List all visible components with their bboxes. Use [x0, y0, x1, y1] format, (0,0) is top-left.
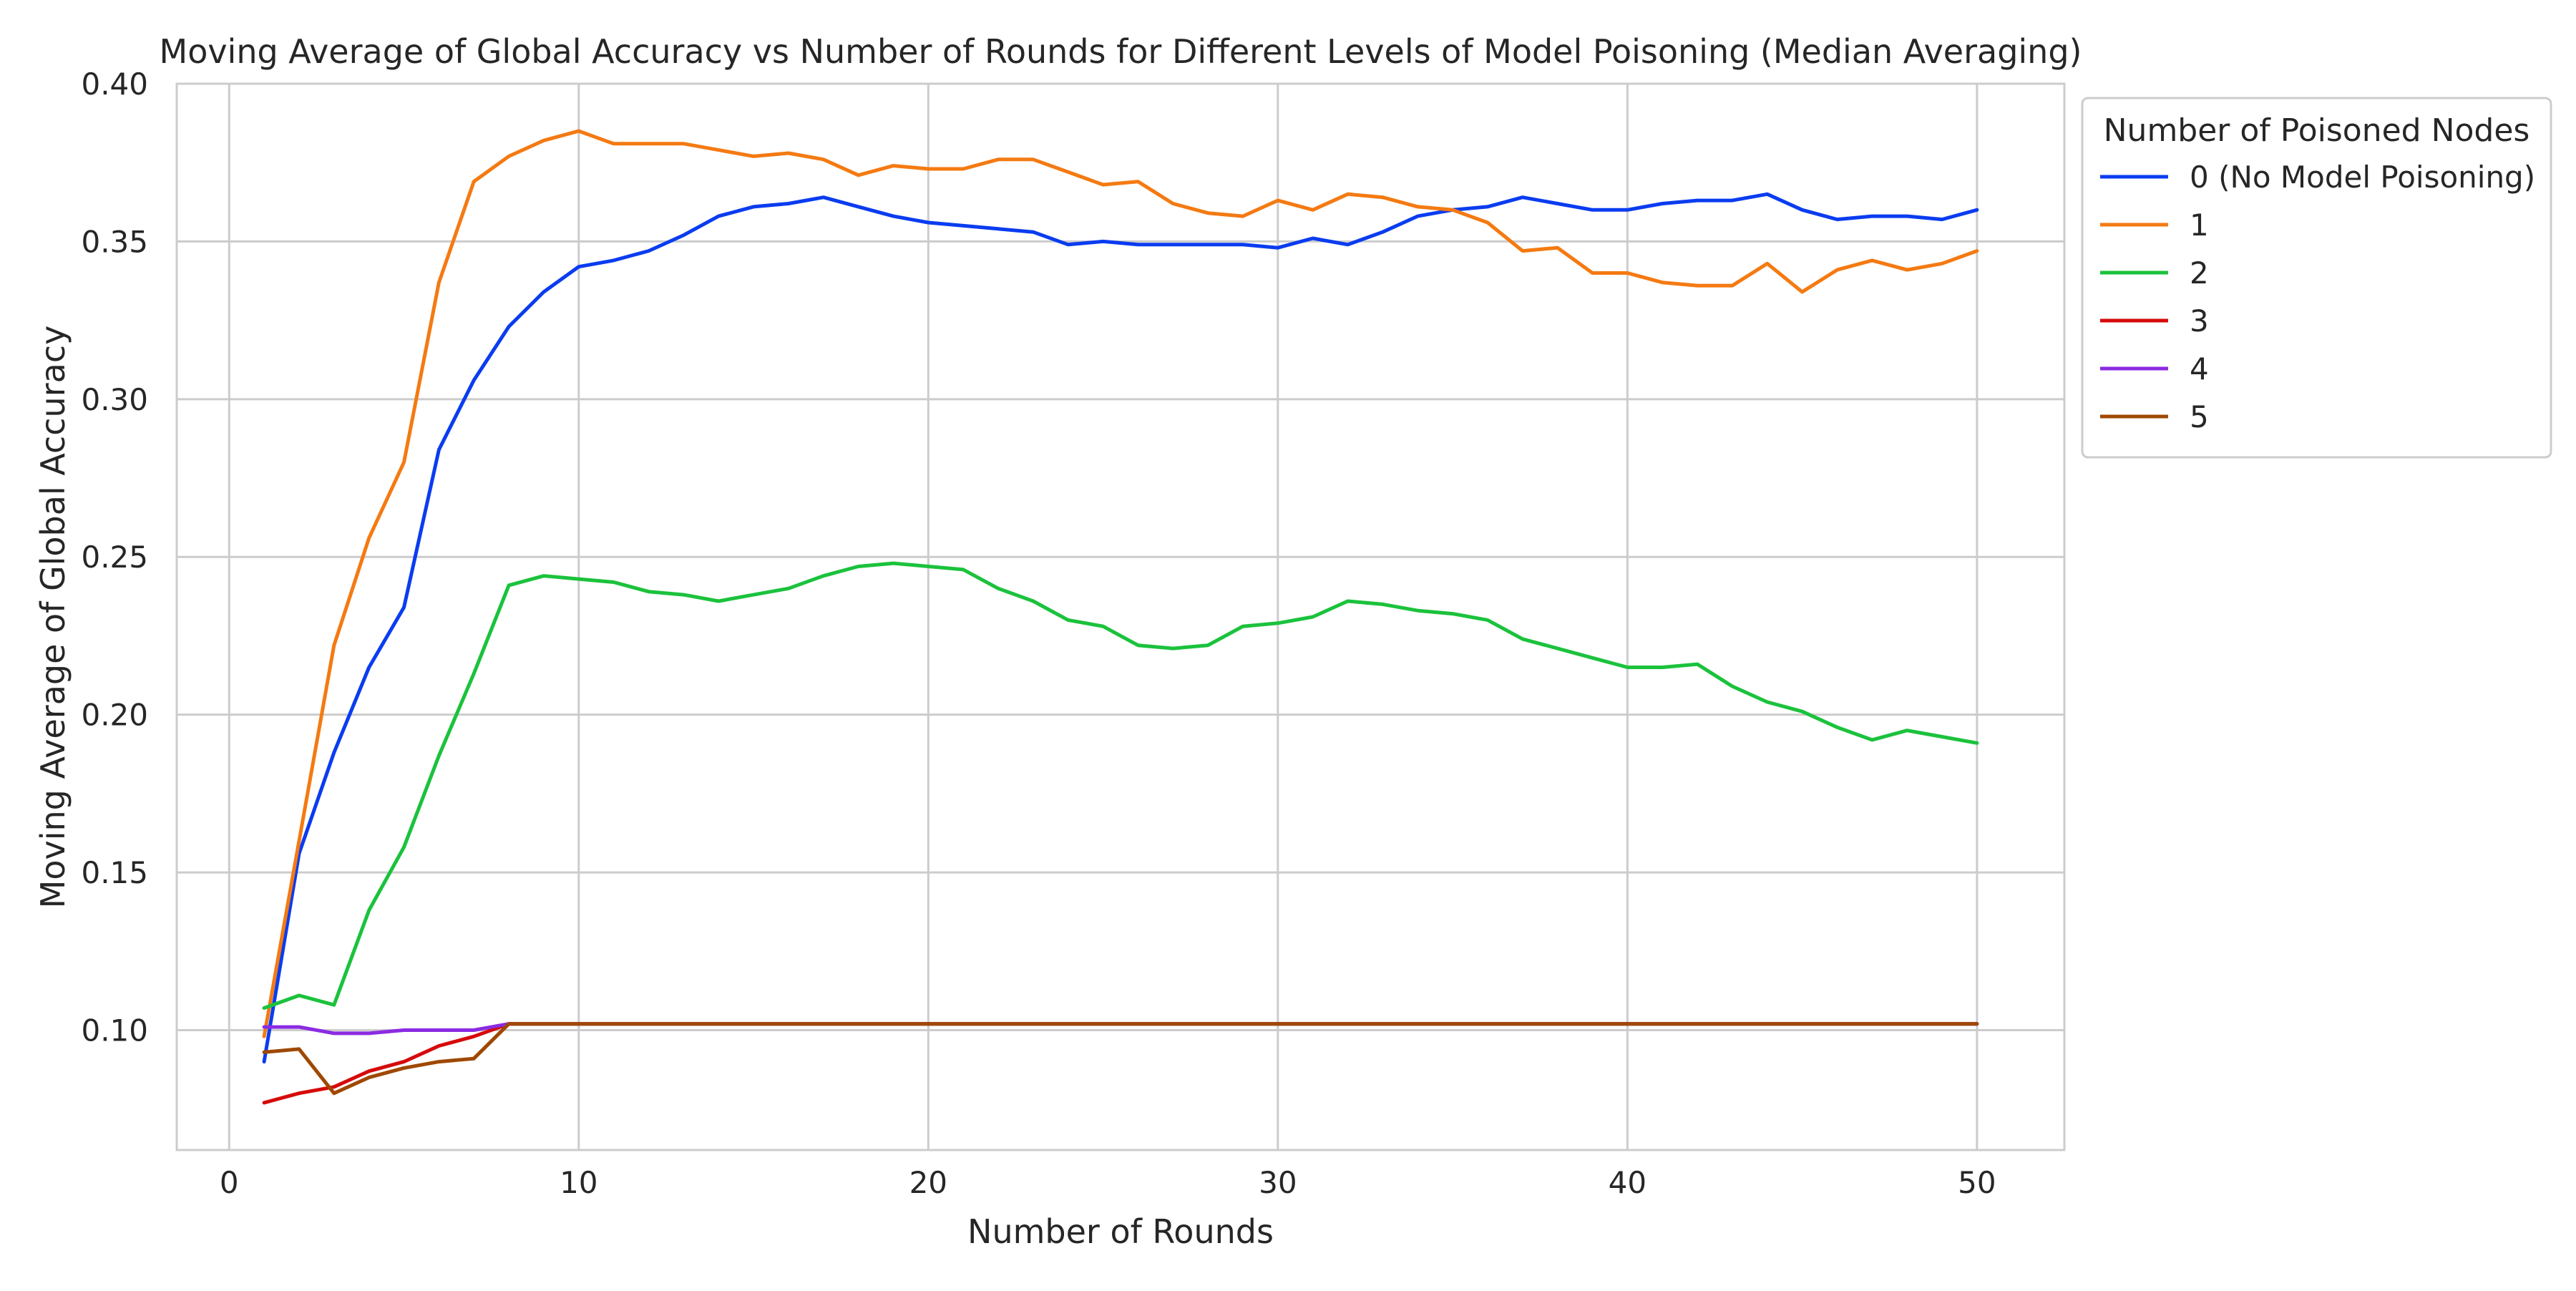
x-tick-label: 20 — [909, 1165, 947, 1200]
legend-label-2: 2 — [2190, 255, 2209, 291]
y-tick-label: 0.35 — [81, 224, 148, 259]
legend-box — [2081, 97, 2552, 459]
chart-title: Moving Average of Global Accuracy vs Num… — [160, 32, 2082, 71]
y-tick-label: 0.10 — [81, 1013, 148, 1048]
plot-frame — [175, 82, 2066, 1151]
series-lines — [262, 129, 1979, 1105]
y-tick-label: 0.30 — [81, 382, 148, 417]
legend-label-1: 1 — [2190, 208, 2209, 243]
y-tick-label: 0.40 — [81, 67, 148, 102]
legend-label-0: 0 (No Model Poisoning) — [2190, 160, 2535, 195]
legend-label-4: 4 — [2190, 351, 2209, 386]
series-line-1 — [262, 129, 1979, 1038]
series-line-2 — [262, 561, 1979, 1010]
x-axis-label: Number of Rounds — [967, 1212, 1274, 1251]
y-tick-label: 0.15 — [81, 855, 148, 890]
legend-label-5: 5 — [2190, 399, 2209, 434]
series-line-5 — [262, 1022, 1979, 1096]
legend-title: Number of Poisoned Nodes — [2104, 112, 2530, 149]
x-tick-label: 30 — [1259, 1165, 1297, 1200]
x-tick-label: 10 — [560, 1165, 597, 1200]
x-tick-label: 40 — [1609, 1165, 1646, 1200]
legend-items: 0 (No Model Poisoning) 1 2 3 4 5 — [2100, 160, 2535, 434]
grid — [177, 82, 2064, 1150]
legend: Number of Poisoned Nodes 0 (No Model Poi… — [2081, 97, 2552, 459]
legend-label-3: 3 — [2190, 303, 2209, 338]
x-tick-label: 0 — [220, 1165, 239, 1200]
y-tick-label: 0.25 — [81, 540, 148, 575]
y-axis-label: Moving Average of Global Accuracy — [34, 326, 72, 909]
series-line-0 — [262, 192, 1979, 1064]
x-tick-label: 50 — [1958, 1165, 1996, 1200]
y-tick-label: 0.20 — [81, 698, 148, 733]
tick-labels: 0 10 20 30 40 50 0.10 0.15 0.20 0.25 0.30 0.35 0.40 — [81, 67, 1996, 1200]
